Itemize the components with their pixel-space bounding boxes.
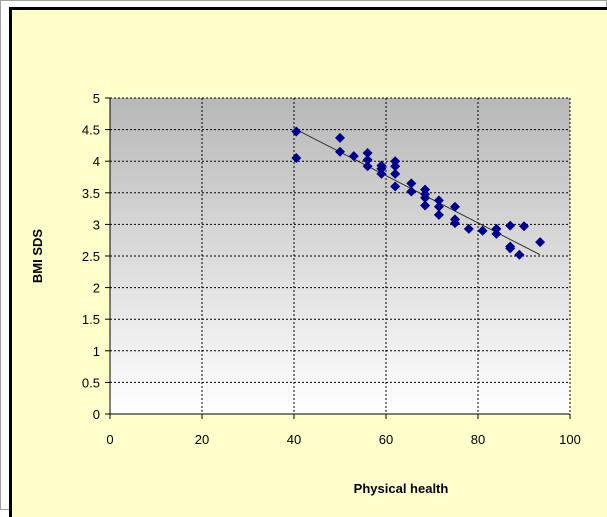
y-tick-label: 3 (93, 217, 100, 232)
x-tick-label: 60 (379, 432, 393, 447)
y-tick-label: 1 (93, 344, 100, 359)
data-point (491, 228, 502, 239)
data-point (450, 201, 460, 212)
data-point (335, 132, 345, 143)
y-tick-label: 3.5 (82, 186, 100, 201)
data-point (491, 223, 502, 234)
data-point (291, 153, 302, 164)
x-tick-label: 80 (471, 432, 485, 447)
y-tick-label: 1.5 (82, 312, 100, 327)
data-point (348, 151, 359, 162)
data-point (390, 161, 401, 172)
data-point (514, 249, 525, 260)
y-tick-label: 0 (93, 407, 100, 422)
y-tick-label: 2.5 (82, 249, 100, 264)
x-tick-label: 20 (195, 432, 209, 447)
gridlines (110, 97, 571, 414)
data-point (433, 201, 444, 212)
scatter-chart: 0 0.5 1 1.5 2 2.5 3 3.5 4 4.5 5 0 20 40 60 80 100 BMI SD… (30, 91, 581, 496)
y-axis-title: BMI SDS (30, 229, 45, 284)
y-tick-label: 4.5 (82, 123, 100, 138)
data-point (477, 225, 488, 236)
data-point (535, 237, 546, 248)
axes (105, 97, 571, 419)
data-point (406, 186, 417, 197)
data-point (505, 243, 516, 254)
y-tick-label: 0.5 (82, 375, 100, 390)
data-point (463, 223, 474, 234)
data-point (519, 221, 529, 232)
tick-labels: 0 0.5 1 1.5 2 2.5 3 3.5 4 4.5 5 0 20 40 60 80 100 (82, 91, 581, 447)
data-point (390, 156, 401, 167)
chart-area: 0 0.5 1 1.5 2 2.5 3 3.5 4 4.5 5 0 20 40 60 80 100 BMI SD… (9, 7, 607, 517)
data-point (362, 154, 373, 165)
data-point (390, 168, 401, 179)
data-point (505, 220, 516, 231)
data-point (376, 163, 387, 174)
data-point (420, 200, 431, 211)
data-point (335, 146, 345, 157)
data-point (390, 181, 401, 192)
x-tick-label: 0 (106, 432, 113, 447)
data-point (362, 147, 373, 158)
data-point (420, 192, 431, 203)
y-tick-label: 2 (93, 281, 100, 296)
x-tick-label: 100 (559, 432, 581, 447)
data-point (433, 195, 444, 206)
data-point (291, 126, 302, 137)
data-point (406, 178, 417, 189)
data-points (291, 126, 546, 260)
data-point (376, 168, 387, 179)
y-tick-label: 5 (93, 91, 100, 106)
x-axis-title: Physical health (354, 481, 449, 496)
x-tick-label: 40 (287, 432, 301, 447)
data-point (362, 161, 373, 172)
data-point (450, 218, 460, 229)
y-tick-label: 4 (93, 154, 100, 169)
data-point (433, 209, 444, 220)
